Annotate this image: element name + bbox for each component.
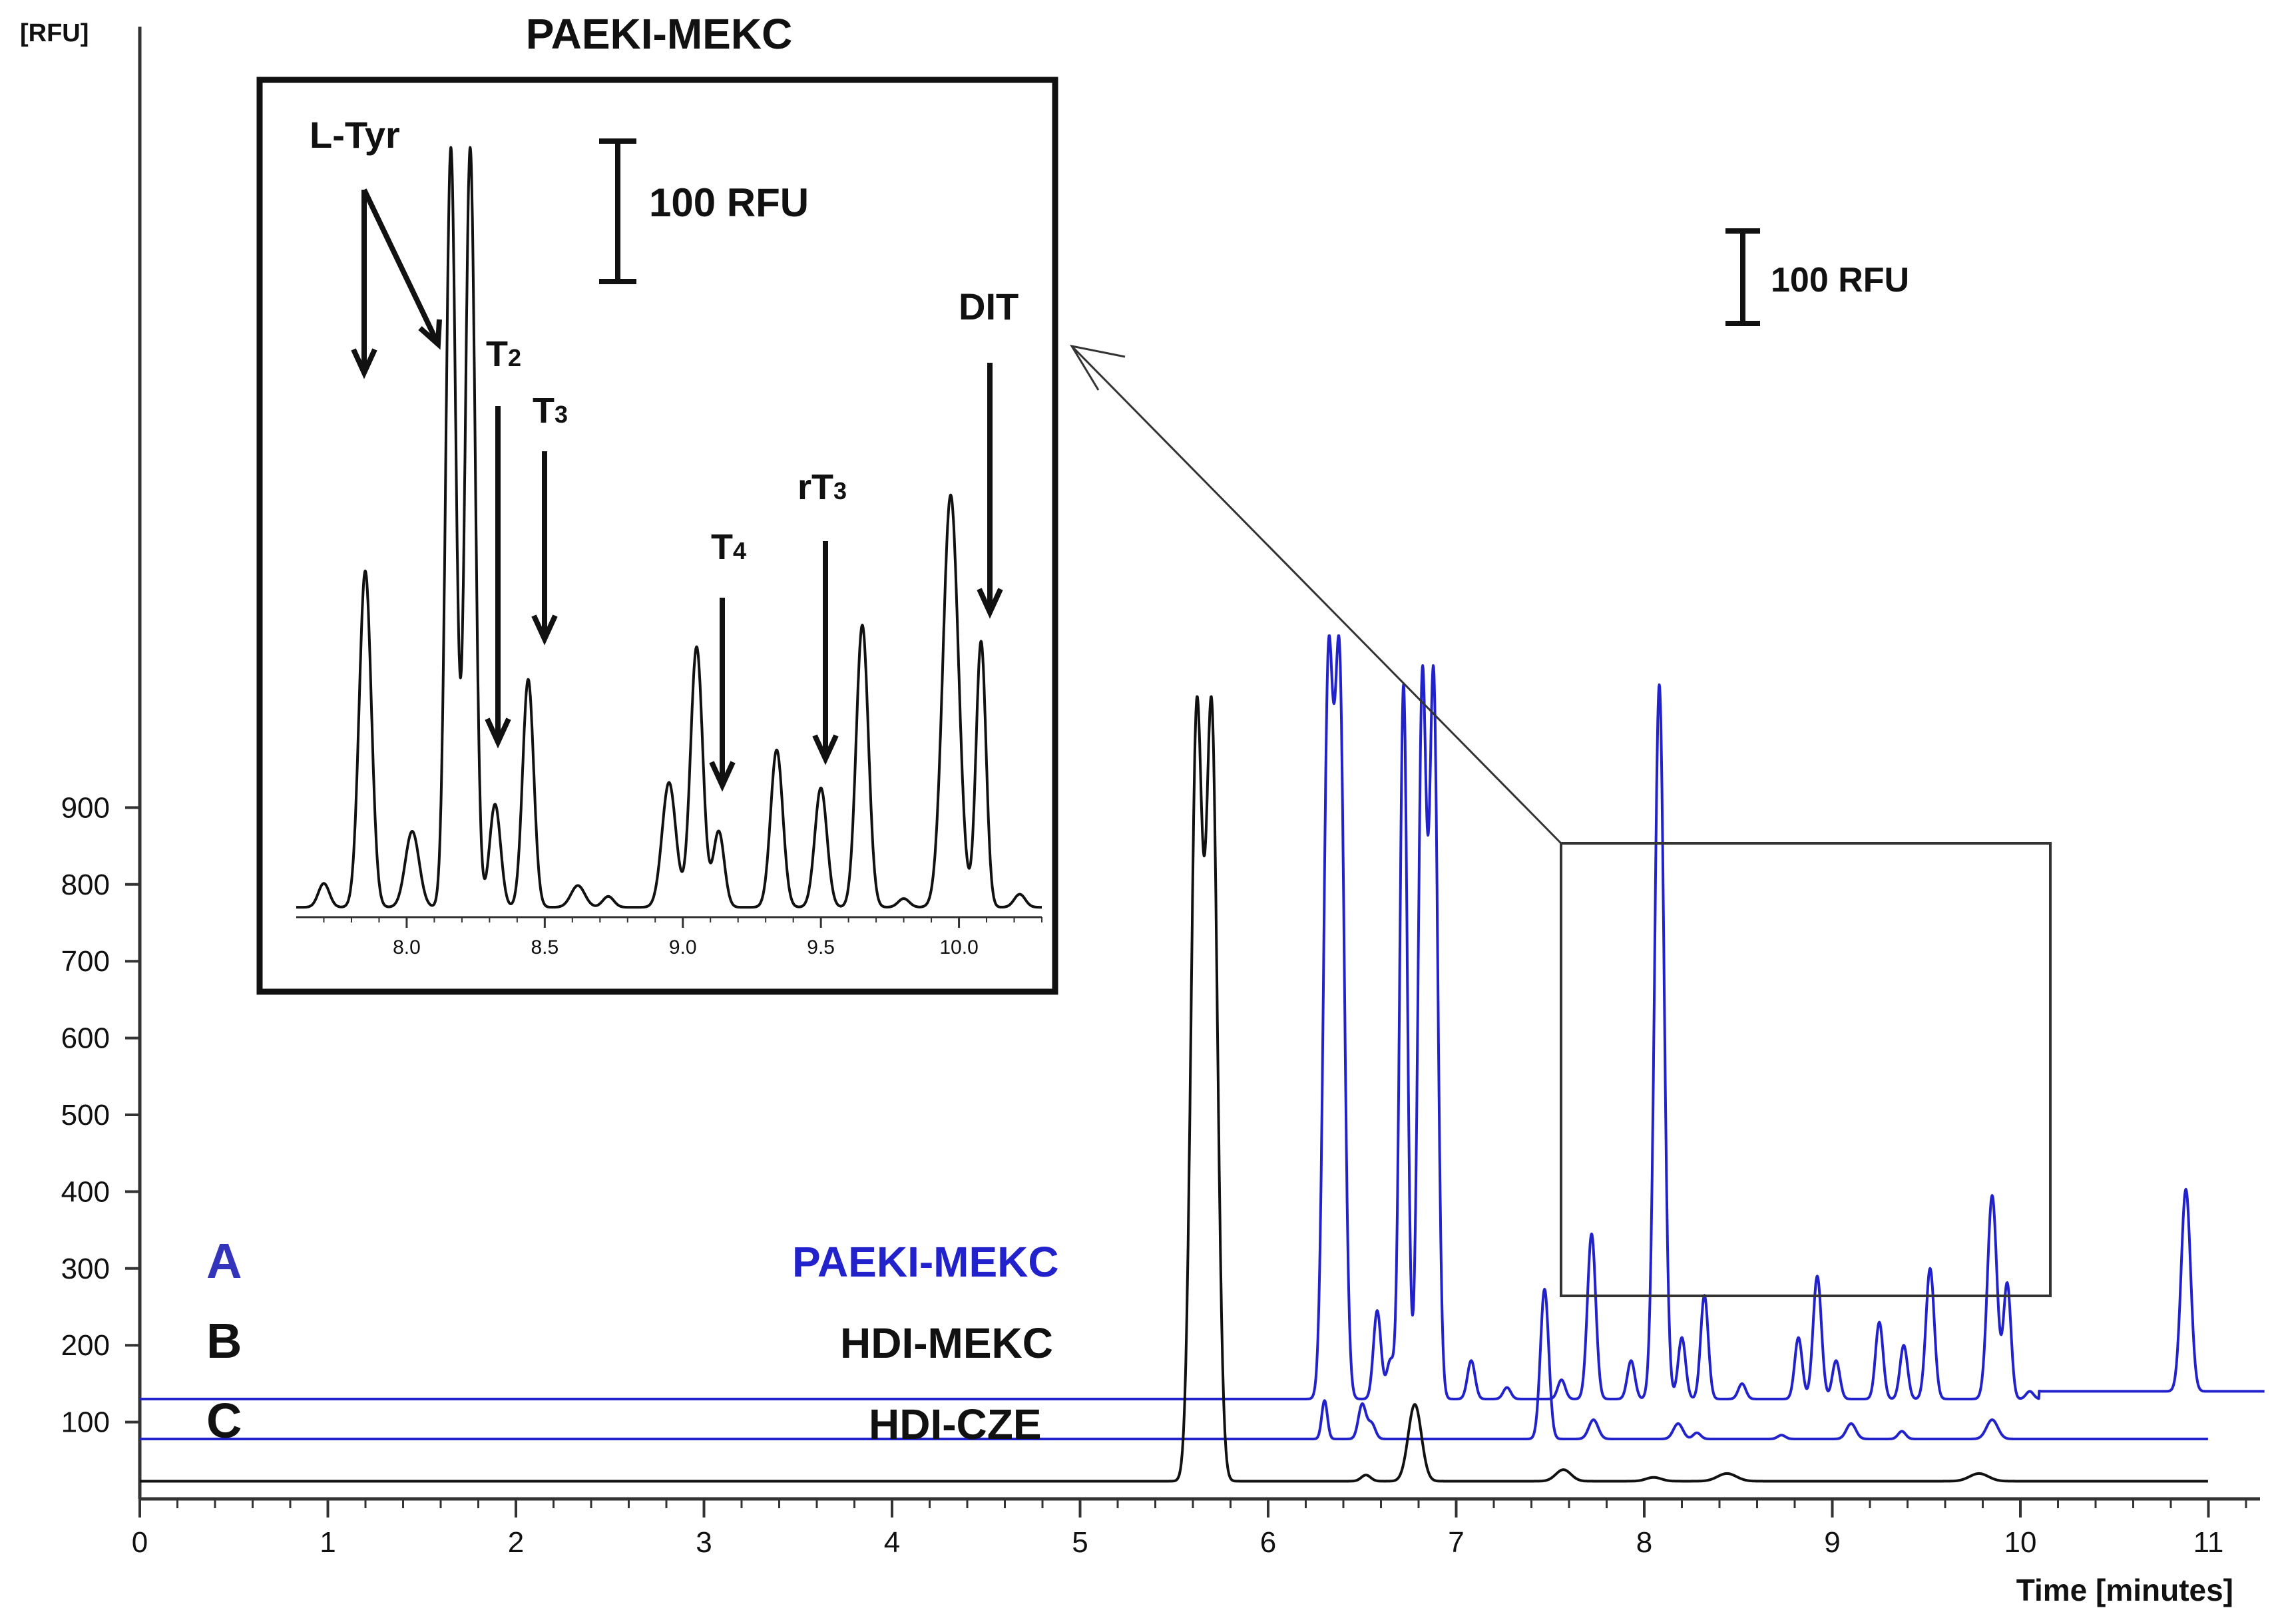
x-tick-label: 8 <box>1636 1526 1652 1559</box>
y-tick-label: 400 <box>61 1175 110 1208</box>
peak-arrows <box>351 188 1003 792</box>
inset-scale-bar-label: 100 RFU <box>649 180 809 225</box>
x-tick-label: 11 <box>2193 1526 2224 1559</box>
inset-x-tick-label: 10.0 <box>939 936 978 958</box>
peak-label-dit: DIT <box>959 286 1019 327</box>
series-letter-c: C <box>206 1393 242 1448</box>
x-tick-label: 1 <box>320 1526 336 1559</box>
inset-x-tick-label: 8.5 <box>531 936 559 958</box>
y-axis: [RFU] 100 200 300 400 500 600 700 800 900 <box>20 19 142 1499</box>
series-labels: A PAEKI-MEKC B HDI-MEKC C HDI-CZE <box>206 1233 1059 1448</box>
x-tick-label: 7 <box>1448 1526 1464 1559</box>
inset-trace <box>295 146 1043 909</box>
y-tick-label: 300 <box>61 1253 110 1285</box>
series-name-b: HDI-MEKC <box>840 1319 1053 1367</box>
scale-bar-label: 100 RFU <box>1771 261 1909 300</box>
arrow-dit-head <box>977 588 1003 619</box>
series-letter-b: B <box>206 1313 242 1368</box>
inset-x-tick-label: 9.0 <box>669 936 697 958</box>
zoom-connector-line <box>1070 345 1562 845</box>
inset-series-line <box>295 146 1043 909</box>
y-tick-label: 200 <box>61 1329 110 1362</box>
y-tick-label: 900 <box>61 791 110 824</box>
peak-label-l-tyr: L-Tyr <box>310 114 400 156</box>
series-name-a: PAEKI-MEKC <box>792 1238 1059 1286</box>
y-tick-label: 700 <box>61 945 110 978</box>
x-tick-label: 10 <box>2004 1526 2037 1559</box>
x-tick-label: 5 <box>1072 1526 1088 1559</box>
zoom-connector-arrowhead <box>1069 344 1126 391</box>
arrow-rt3-head <box>812 734 839 765</box>
x-axis-label: Time [minutes] <box>2016 1573 2233 1607</box>
arrow-l-tyr-2-head <box>418 319 442 350</box>
inset-title: PAEKI-MEKC <box>526 10 793 58</box>
x-tick-label: 4 <box>884 1526 900 1559</box>
y-tick-label: 500 <box>61 1099 110 1131</box>
inset-scale-bar: 100 RFU <box>599 138 809 284</box>
y-tick-label: 100 <box>61 1406 110 1439</box>
zoom-region <box>1069 344 2052 1297</box>
arrow-t3-head <box>531 614 558 646</box>
inset-frame <box>256 77 1058 995</box>
series-traces <box>138 634 2266 1483</box>
zoom-region-box <box>1560 842 2052 1297</box>
inset-x-tick-label: 9.5 <box>807 936 835 958</box>
series-line-c <box>138 695 2209 1483</box>
series-line-b <box>138 1288 2209 1440</box>
x-tick-label: 2 <box>508 1526 524 1559</box>
x-tick-label: 3 <box>696 1526 712 1559</box>
y-tick-label: 800 <box>61 869 110 901</box>
peak-label-rt3: rT3 <box>797 467 847 507</box>
y-tick-label: 600 <box>61 1022 110 1055</box>
x-axis: Time [minutes] 0 1 2 3 4 5 6 7 8 9 10 11 <box>132 1497 2260 1607</box>
series-letter-a: A <box>206 1233 242 1289</box>
inset-x-axis: 8.0 8.5 9.0 9.5 10.0 <box>296 916 1042 958</box>
x-tick-label: 0 <box>132 1526 148 1559</box>
peak-label-t4: T4 <box>711 527 746 567</box>
arrow-l-tyr-2 <box>361 188 441 345</box>
y-axis-label: [RFU] <box>20 19 89 47</box>
x-tick-label: 6 <box>1260 1526 1276 1559</box>
peak-annotations: L-Tyr T2 T3 T4 rT3 DIT <box>310 114 1019 792</box>
inset-chart: PAEKI-MEKC 8.0 8.5 9.0 9.5 10.0 100 RFU L-Ty… <box>256 10 1058 995</box>
inset-x-tick-label: 8.0 <box>393 936 421 958</box>
arrow-l-tyr-1-head <box>351 348 377 379</box>
x-tick-label: 9 <box>1824 1526 1840 1559</box>
peak-label-t3: T3 <box>533 391 568 431</box>
main-scale-bar: 100 RFU <box>1725 228 1909 326</box>
series-name-c: HDI-CZE <box>869 1400 1042 1448</box>
arrow-t4-head <box>709 761 736 792</box>
arrow-t2-head <box>485 717 511 749</box>
peak-label-t2: T2 <box>486 334 521 374</box>
series-line-a <box>138 634 2266 1400</box>
